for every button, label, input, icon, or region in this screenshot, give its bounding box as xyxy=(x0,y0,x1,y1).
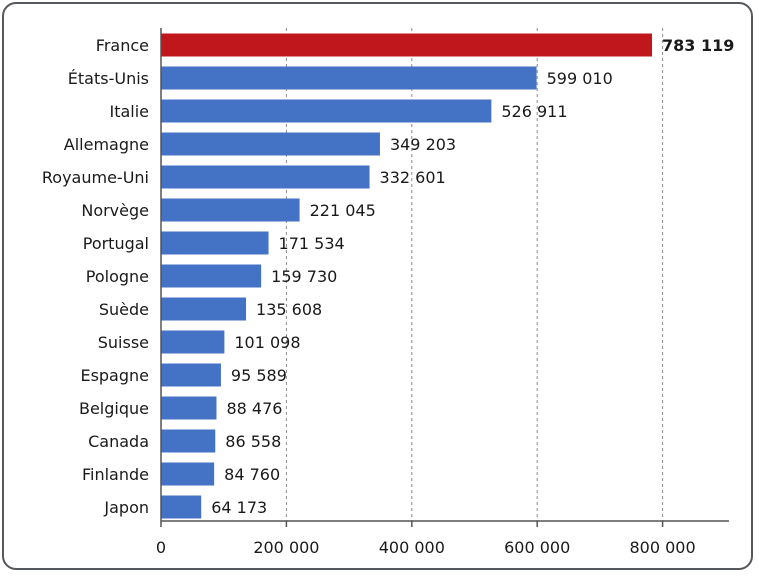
value-label-3: 526 911 xyxy=(501,102,567,121)
category-label-7: Portugal xyxy=(83,234,149,253)
bar-10 xyxy=(161,330,225,354)
x-tick-label-2: 400 000 xyxy=(379,538,445,557)
bar-5 xyxy=(161,165,370,189)
value-label-7: 171 534 xyxy=(279,234,345,253)
category-label-15: Japon xyxy=(103,498,149,517)
value-label-11: 95 589 xyxy=(231,366,287,385)
grid-lines xyxy=(285,28,664,521)
category-label-12: Belgique xyxy=(79,399,149,418)
category-label-1: France xyxy=(96,36,149,55)
value-label-13: 86 558 xyxy=(225,432,281,451)
value-label-5: 332 601 xyxy=(380,168,446,187)
bars xyxy=(161,33,653,519)
bar-2 xyxy=(161,66,537,90)
bar-13 xyxy=(161,429,216,453)
bar-9 xyxy=(161,297,247,321)
value-label-15: 64 173 xyxy=(211,498,267,517)
value-label-1: 783 119 xyxy=(662,36,734,55)
value-label-10: 101 098 xyxy=(234,333,300,352)
category-label-2: États-Unis xyxy=(68,69,149,88)
value-label-2: 599 010 xyxy=(547,69,613,88)
category-label-4: Allemagne xyxy=(64,135,149,154)
bar-4 xyxy=(161,132,380,156)
category-label-3: Italie xyxy=(109,102,149,121)
category-label-10: Suisse xyxy=(98,333,149,352)
bar-3 xyxy=(161,99,492,123)
tick-labels: 0 200 000 400 000 600 000 800 000 xyxy=(156,538,696,557)
value-label-6: 221 045 xyxy=(310,201,376,220)
bar-15 xyxy=(161,495,202,519)
bar-7 xyxy=(161,231,269,255)
value-label-14: 84 760 xyxy=(224,465,280,484)
category-label-14: Finlande xyxy=(82,465,149,484)
category-label-6: Norvège xyxy=(81,201,149,220)
category-label-13: Canada xyxy=(88,432,149,451)
value-label-4: 349 203 xyxy=(390,135,456,154)
category-label-5: Royaume-Uni xyxy=(42,168,149,187)
x-tick-label-1: 200 000 xyxy=(253,538,319,557)
bar-12 xyxy=(161,396,217,420)
x-tick-label-0: 0 xyxy=(156,538,166,557)
value-label-8: 159 730 xyxy=(271,267,337,286)
value-label-12: 88 476 xyxy=(226,399,282,418)
bar-14 xyxy=(161,462,215,486)
bar-8 xyxy=(161,264,262,288)
bar-11 xyxy=(161,363,221,387)
chart-frame: France États-Unis Italie Allemagne Royaume-U… xyxy=(2,2,753,570)
x-tick-label-3: 600 000 xyxy=(504,538,570,557)
x-tick-label-4: 800 000 xyxy=(630,538,696,557)
bar-6 xyxy=(161,198,300,222)
category-label-11: Espagne xyxy=(80,366,149,385)
value-label-9: 135 608 xyxy=(256,300,322,319)
bar-chart: France États-Unis Italie Allemagne Royaume-U… xyxy=(42,28,734,557)
axes xyxy=(160,28,729,527)
category-label-9: Suède xyxy=(99,300,149,319)
category-labels: France États-Unis Italie Allemagne Royaume-U… xyxy=(42,36,149,517)
bar-1 xyxy=(161,33,653,57)
category-label-8: Pologne xyxy=(86,267,149,286)
